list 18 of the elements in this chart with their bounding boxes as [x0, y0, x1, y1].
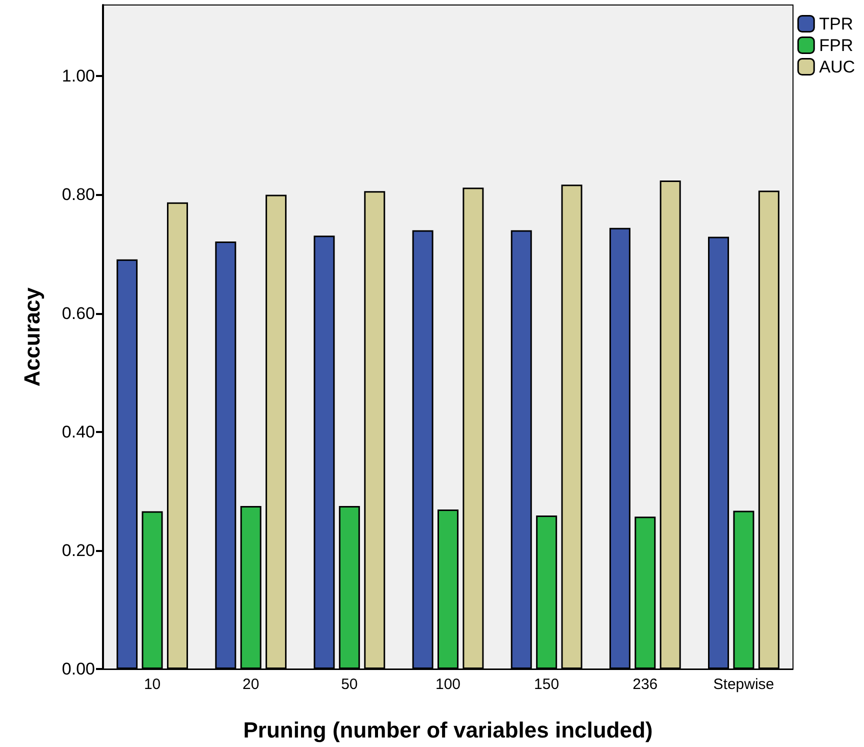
- y-tick-label: 0.80: [62, 185, 95, 204]
- x-tick-label: 236: [632, 676, 658, 693]
- legend-label: TPR: [819, 14, 854, 34]
- x-axis-title: Pruning (number of variables included): [243, 718, 653, 742]
- x-tick-label: Stepwise: [713, 676, 774, 693]
- x-tick-label: 150: [534, 676, 560, 693]
- x-tick-label: 50: [341, 676, 358, 693]
- y-tick-label: 0.60: [62, 304, 95, 323]
- x-tick-label: 10: [144, 676, 161, 693]
- x-tick-label: 20: [242, 676, 260, 693]
- y-tick-label: 0.00: [62, 660, 95, 678]
- legend-label: AUC: [819, 57, 856, 76]
- y-tick-label: 0.20: [62, 540, 95, 560]
- legend-label: FPR: [819, 36, 854, 55]
- y-tick-label: 0.40: [62, 422, 95, 442]
- y-tick-label: 1.00: [62, 66, 95, 86]
- y-axis-title: Accuracy: [20, 286, 44, 387]
- x-tick-label: 100: [435, 676, 461, 693]
